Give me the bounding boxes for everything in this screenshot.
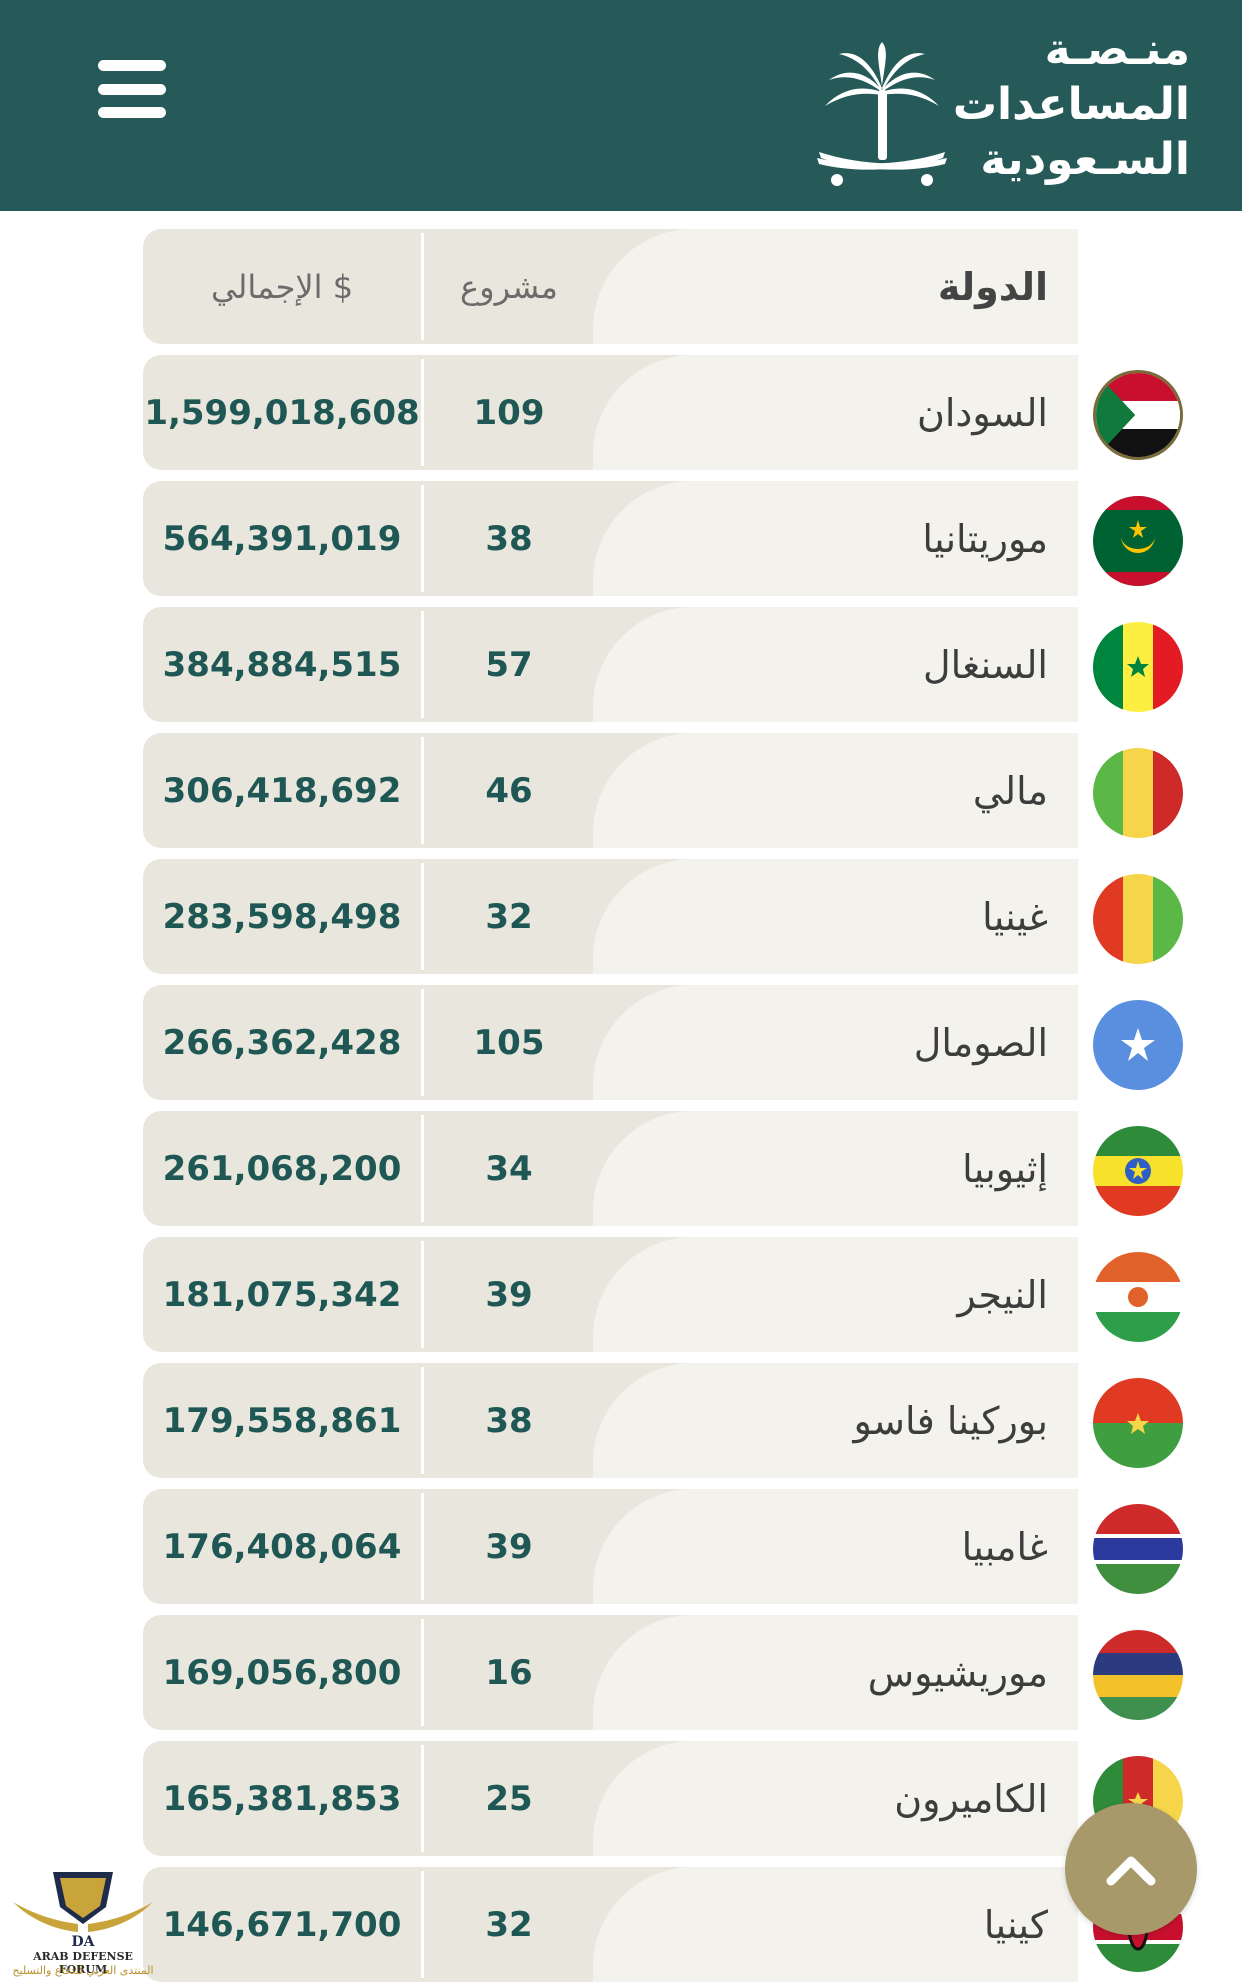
row-country: السودان xyxy=(916,390,1048,435)
row-country: غينيا xyxy=(982,894,1048,939)
row-total: 306,418,692 xyxy=(162,770,402,811)
row-projects: 32 xyxy=(485,1904,533,1945)
row-total: 169,056,800 xyxy=(162,1652,402,1693)
guinea-flag-icon xyxy=(1093,874,1183,964)
mauritius-flag-icon xyxy=(1093,1630,1183,1720)
row-total: 146,671,700 xyxy=(162,1904,402,1945)
row-projects: 25 xyxy=(485,1778,533,1819)
row-total: 176,408,064 xyxy=(162,1526,402,1567)
table-row[interactable]: 165,381,853 25 الكاميرون xyxy=(143,1741,1078,1856)
row-projects: 38 xyxy=(485,518,533,559)
somalia-flag-icon xyxy=(1093,1000,1183,1090)
table-row[interactable]: 283,598,498 32 غينيا xyxy=(143,859,1078,974)
row-country: موريشيوس xyxy=(867,1650,1048,1695)
row-country: موريتانيا xyxy=(922,516,1048,561)
table-row[interactable]: 146,671,700 32 كينيا xyxy=(143,1867,1078,1982)
mauritania-flag-icon xyxy=(1093,496,1183,586)
table-row[interactable]: 169,056,800 16 موريشيوس xyxy=(143,1615,1078,1730)
column-header-country: الدولة xyxy=(937,264,1048,309)
svg-text:DA: DA xyxy=(71,1934,95,1950)
gambia-flag-icon xyxy=(1093,1504,1183,1594)
watermark-logo: DA ARAB DEFENSE FORUM المنتدى العربي للد… xyxy=(8,1862,158,1977)
row-total: 384,884,515 xyxy=(162,644,402,685)
row-country: مالي xyxy=(972,768,1048,813)
row-total: 261,068,200 xyxy=(162,1148,402,1189)
row-projects: 39 xyxy=(485,1526,533,1567)
logo-line-2: المساعدات xyxy=(952,79,1190,130)
row-total: 165,381,853 xyxy=(162,1778,402,1819)
table-row[interactable]: 179,558,861 38 بوركينا فاسو xyxy=(143,1363,1078,1478)
chevron-up-icon xyxy=(1106,1856,1156,1886)
table-row[interactable]: 261,068,200 34 إثيوبيا xyxy=(143,1111,1078,1226)
row-projects: 16 xyxy=(485,1652,533,1693)
row-country: بوركينا فاسو xyxy=(853,1398,1048,1443)
sudan-flag-icon xyxy=(1093,370,1183,460)
row-country: إثيوبيا xyxy=(962,1146,1048,1191)
burkina-faso-flag-icon xyxy=(1093,1378,1183,1468)
row-total: 181,075,342 xyxy=(162,1274,402,1315)
row-projects: 32 xyxy=(485,896,533,937)
table-row[interactable]: 176,408,064 39 غامبيا xyxy=(143,1489,1078,1604)
row-total: 1,599,018,608 xyxy=(144,392,420,433)
row-country: النيجر xyxy=(957,1272,1048,1317)
logo-line-1: منـصـة xyxy=(1044,24,1190,75)
column-header-total: الإجمالي $ xyxy=(210,267,354,306)
row-total: 564,391,019 xyxy=(162,518,402,559)
row-projects: 46 xyxy=(485,770,533,811)
row-projects: 57 xyxy=(485,644,533,685)
senegal-flag-icon xyxy=(1093,622,1183,712)
forum-emblem-icon: DA xyxy=(13,1872,153,1950)
row-total: 283,598,498 xyxy=(162,896,402,937)
row-country: الصومال xyxy=(913,1020,1048,1065)
row-projects: 105 xyxy=(473,1022,545,1063)
watermark-line-1: ARAB DEFENSE FORUM xyxy=(33,1950,133,1976)
platform-logo-text: منـصـة المساعدات السـعودية xyxy=(930,22,1190,187)
app-header: منـصـة المساعدات السـعودية xyxy=(0,0,1242,211)
table-row[interactable]: 1,599,018,608 109 السودان xyxy=(143,355,1078,470)
row-projects: 39 xyxy=(485,1274,533,1315)
watermark-line-2: المنتدى العربي للدفاع والتسليح xyxy=(12,1964,154,1977)
row-projects: 38 xyxy=(485,1400,533,1441)
hamburger-icon[interactable] xyxy=(98,60,166,118)
niger-flag-icon xyxy=(1093,1252,1183,1342)
table-header-row: الإجمالي $ مشروع الدولة xyxy=(143,229,1078,344)
row-country: كينيا xyxy=(983,1902,1048,1947)
column-header-projects: مشروع xyxy=(460,267,558,306)
palm-swords-icon xyxy=(817,42,947,186)
row-total: 266,362,428 xyxy=(162,1022,402,1063)
row-country: غامبيا xyxy=(961,1524,1048,1569)
row-projects: 34 xyxy=(485,1148,533,1189)
mali-flag-icon xyxy=(1093,748,1183,838)
row-projects: 109 xyxy=(473,392,545,433)
row-total: 179,558,861 xyxy=(162,1400,402,1441)
table-row[interactable]: 181,075,342 39 النيجر xyxy=(143,1237,1078,1352)
table-row[interactable]: 564,391,019 38 موريتانيا xyxy=(143,481,1078,596)
ethiopia-flag-icon xyxy=(1093,1126,1183,1216)
table-row[interactable]: 384,884,515 57 السنغال xyxy=(143,607,1078,722)
table-row[interactable]: 306,418,692 46 مالي xyxy=(143,733,1078,848)
table-row[interactable]: 266,362,428 105 الصومال xyxy=(143,985,1078,1100)
logo-line-3: السـعودية xyxy=(980,134,1190,185)
row-country: السنغال xyxy=(922,642,1048,687)
scroll-to-top-button[interactable] xyxy=(1065,1803,1197,1935)
row-country: الكاميرون xyxy=(894,1776,1048,1821)
